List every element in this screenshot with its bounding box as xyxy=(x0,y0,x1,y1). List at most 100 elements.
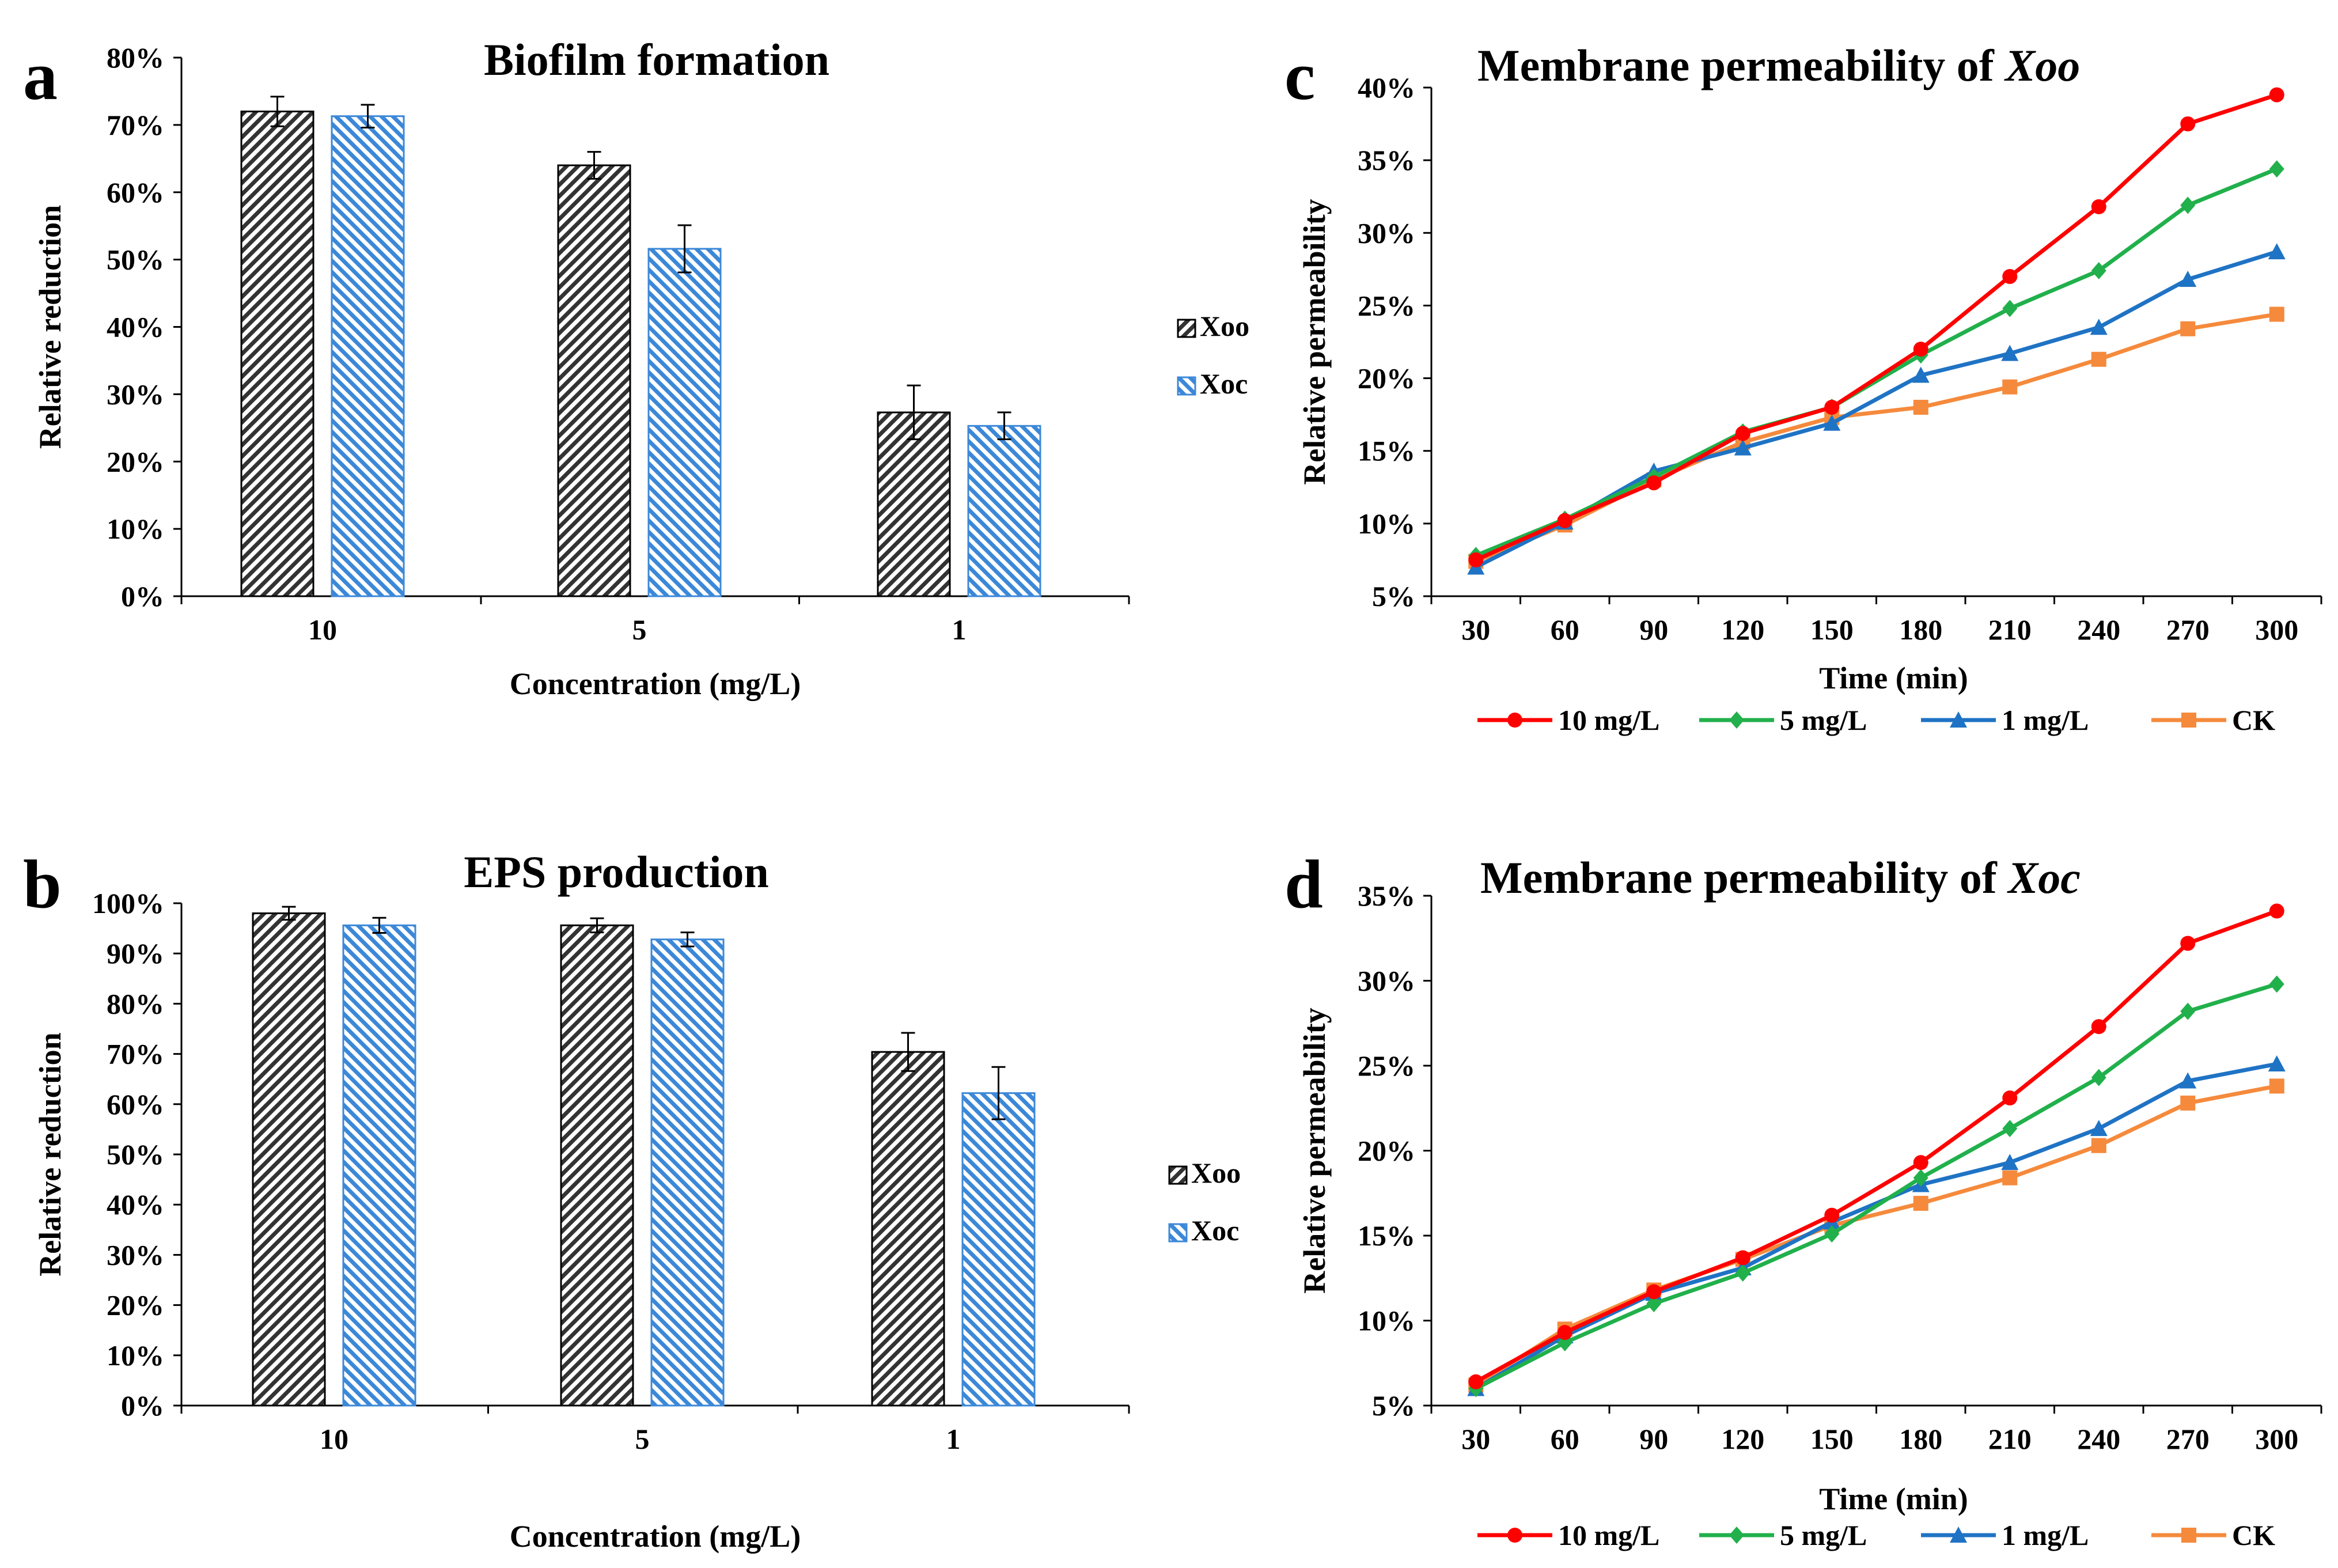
legend-label-xoc: Xoc xyxy=(1200,368,1248,400)
legend-label-10-mg-l: 10 mg/L xyxy=(1558,704,1659,736)
data-point-10-mg-l xyxy=(1646,475,1662,491)
y-tick-label: 10% xyxy=(1358,507,1415,540)
data-point-ck xyxy=(1913,400,1928,415)
legend-marker-5-mg-l xyxy=(1729,711,1744,729)
data-point-10-mg-l xyxy=(1735,1250,1750,1266)
x-tick-label: 120 xyxy=(1721,613,1764,646)
chart-title-main: Membrane permeability of xyxy=(1477,40,2005,90)
legend-label-xoc: Xoc xyxy=(1191,1214,1239,1247)
series-line-1-mg-l xyxy=(1475,249,2278,569)
x-tick-label: 210 xyxy=(1988,613,2032,646)
data-point-10-mg-l xyxy=(1824,400,1840,415)
data-point-ck xyxy=(2091,351,2106,367)
legend-label-5-mg-l: 5 mg/L xyxy=(1780,1519,1867,1551)
x-tick-label: 240 xyxy=(2077,613,2120,646)
x-tick-label: 120 xyxy=(1721,1423,1764,1455)
data-point-ck xyxy=(2269,1078,2284,1094)
x-tick-label: 180 xyxy=(1899,613,1942,646)
chart-title-main: Membrane permeability of xyxy=(1480,853,2008,903)
bar-xoc-1 xyxy=(961,1092,1036,1407)
bar-xoo-1 xyxy=(877,411,951,597)
data-point-ck xyxy=(2091,1138,2106,1153)
series-line-10-mg-l xyxy=(1475,93,2278,562)
x-tick-label: 150 xyxy=(1810,1423,1854,1455)
x-tick-label: 240 xyxy=(2077,1423,2120,1455)
y-tick-label: 40% xyxy=(107,1188,164,1221)
data-point-1-mg-l xyxy=(2179,271,2197,287)
data-point-10-mg-l xyxy=(2091,1019,2106,1035)
legend-label-10-mg-l: 10 mg/L xyxy=(1558,1519,1659,1551)
legend-label-1-mg-l: 1 mg/L xyxy=(2002,1519,2089,1551)
y-tick-label: 60% xyxy=(107,1088,164,1120)
x-tick-label: 60 xyxy=(1551,1423,1579,1455)
y-axis-label: Relative permeability xyxy=(1297,199,1332,484)
x-axis-label: Concentration (mg/L) xyxy=(510,1519,801,1554)
x-tick-label: 10 xyxy=(320,1423,348,1455)
x-axis-label: Concentration (mg/L) xyxy=(510,666,801,701)
chart-title-organism: Xoo xyxy=(2004,40,2080,90)
x-tick-label: 10 xyxy=(308,613,337,646)
x-tick-label: 210 xyxy=(1988,1423,2032,1455)
data-point-1-mg-l xyxy=(2268,1055,2286,1072)
y-tick-label: 35% xyxy=(1358,144,1415,176)
legend-swatch-xoo xyxy=(1177,319,1196,338)
data-point-10-mg-l xyxy=(2091,199,2106,214)
y-tick-label: 90% xyxy=(107,937,164,969)
x-tick-label: 60 xyxy=(1551,613,1579,646)
legend-marker-1-mg-l xyxy=(1950,711,1967,728)
x-axis-label: Time (min) xyxy=(1819,661,1968,695)
y-tick-label: 35% xyxy=(1358,880,1415,912)
y-tick-label: 25% xyxy=(1358,289,1415,321)
data-point-1-mg-l xyxy=(1823,414,1841,431)
y-tick-label: 50% xyxy=(107,1138,164,1171)
data-point-10-mg-l xyxy=(2002,1090,2018,1106)
data-point-ck xyxy=(2002,379,2018,395)
y-tick-label: 0% xyxy=(121,1389,164,1422)
data-point-ck xyxy=(2180,1095,2196,1111)
x-tick-label: 180 xyxy=(1899,1423,1942,1455)
legend-marker-10-mg-l xyxy=(1507,1528,1522,1543)
legend-marker-5-mg-l xyxy=(1729,1527,1744,1544)
legend-label-5-mg-l: 5 mg/L xyxy=(1780,704,1867,736)
x-tick-label: 1 xyxy=(946,1423,961,1455)
legend-label-1-mg-l: 1 mg/L xyxy=(2002,704,2089,736)
data-point-10-mg-l xyxy=(1913,1155,1928,1171)
data-point-ck xyxy=(2180,321,2196,336)
series-line-ck xyxy=(1475,312,2278,563)
x-tick-label: 270 xyxy=(2166,1423,2210,1455)
y-tick-label: 20% xyxy=(1358,1135,1415,1167)
data-point-10-mg-l xyxy=(2180,936,2196,951)
y-tick-label: 60% xyxy=(107,176,164,209)
data-point-10-mg-l xyxy=(2269,903,2284,919)
chart-title: Biofilm formation xyxy=(484,35,829,85)
y-tick-label: 10% xyxy=(107,1339,164,1372)
data-point-1-mg-l xyxy=(2001,1154,2019,1171)
bar-xoo-5 xyxy=(560,924,634,1407)
data-point-1-mg-l xyxy=(1734,439,1752,456)
data-point-5-mg-l xyxy=(1646,1295,1662,1312)
bar-xoo-10 xyxy=(240,111,314,597)
bar-xoc-1 xyxy=(967,425,1041,597)
y-tick-label: 5% xyxy=(1372,580,1415,612)
data-point-10-mg-l xyxy=(1824,1207,1840,1223)
y-tick-label: 40% xyxy=(1358,71,1415,104)
panel-letter-a: a xyxy=(23,37,58,114)
y-tick-label: 0% xyxy=(121,580,164,612)
legend-label-ck: CK xyxy=(2232,1519,2275,1551)
y-tick-label: 30% xyxy=(107,1239,164,1271)
chart-d-membrane-permeability-xoc: Membrane permeability of Xoc 5% 10% 15% 20% 2… xyxy=(1297,853,2322,1551)
series-line-5-mg-l xyxy=(1475,982,2278,1391)
series-line-1-mg-l xyxy=(1475,1062,2278,1391)
legend-swatch-xoo xyxy=(1168,1165,1188,1185)
legend-label-xoo: Xoo xyxy=(1200,310,1249,342)
chart-b-eps-production: EPS production 0% 10% 20% 30% 40% 50% 60% 70% 80%… xyxy=(33,847,1241,1554)
x-tick-label: 150 xyxy=(1810,613,1854,646)
x-tick-label: 300 xyxy=(2255,1423,2298,1455)
y-axis-label: Relative permeability xyxy=(1297,1008,1332,1293)
data-point-10-mg-l xyxy=(1468,1374,1484,1389)
x-tick-label: 5 xyxy=(635,1423,650,1455)
y-tick-label: 70% xyxy=(107,1038,164,1070)
x-tick-label: 270 xyxy=(2166,613,2210,646)
data-point-5-mg-l xyxy=(2091,1069,2106,1086)
data-point-1-mg-l xyxy=(1912,366,1930,383)
